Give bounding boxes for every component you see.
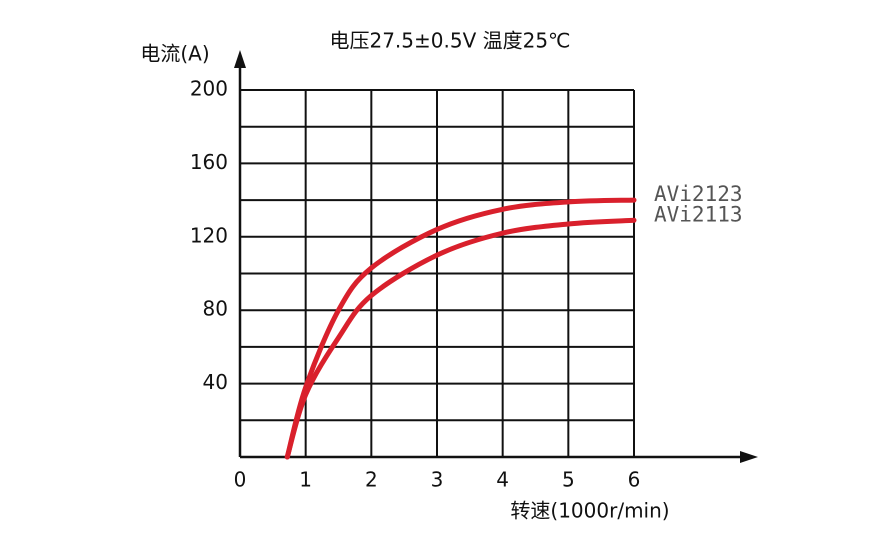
chart-title: 电压27.5±0.5V 温度25℃ <box>329 29 570 53</box>
series-line <box>284 217 637 460</box>
x-tick-label: 6 <box>628 468 641 492</box>
y-tick-label: 120 <box>190 223 228 247</box>
y-axis-arrow <box>234 50 246 68</box>
y-tick-label: 200 <box>190 77 228 101</box>
y-tick-label: 40 <box>203 370 228 394</box>
series-line <box>284 197 637 460</box>
x-tick-label: 0 <box>234 468 247 492</box>
x-axis-arrow <box>740 451 758 463</box>
series-label: AVi2113 <box>654 202 743 226</box>
x-tick-label: 4 <box>496 468 509 492</box>
x-tick-label: 3 <box>431 468 444 492</box>
x-tick-label: 5 <box>562 468 575 492</box>
y-axis-label: 电流(A) <box>140 42 209 66</box>
y-tick-label: 160 <box>190 150 228 174</box>
series-label: AVi2123 <box>654 182 743 206</box>
y-tick-label: 80 <box>203 297 228 321</box>
x-tick-label: 2 <box>365 468 378 492</box>
x-axis-label: 转速(1000r/min) <box>510 499 669 523</box>
x-tick-label: 1 <box>299 468 312 492</box>
